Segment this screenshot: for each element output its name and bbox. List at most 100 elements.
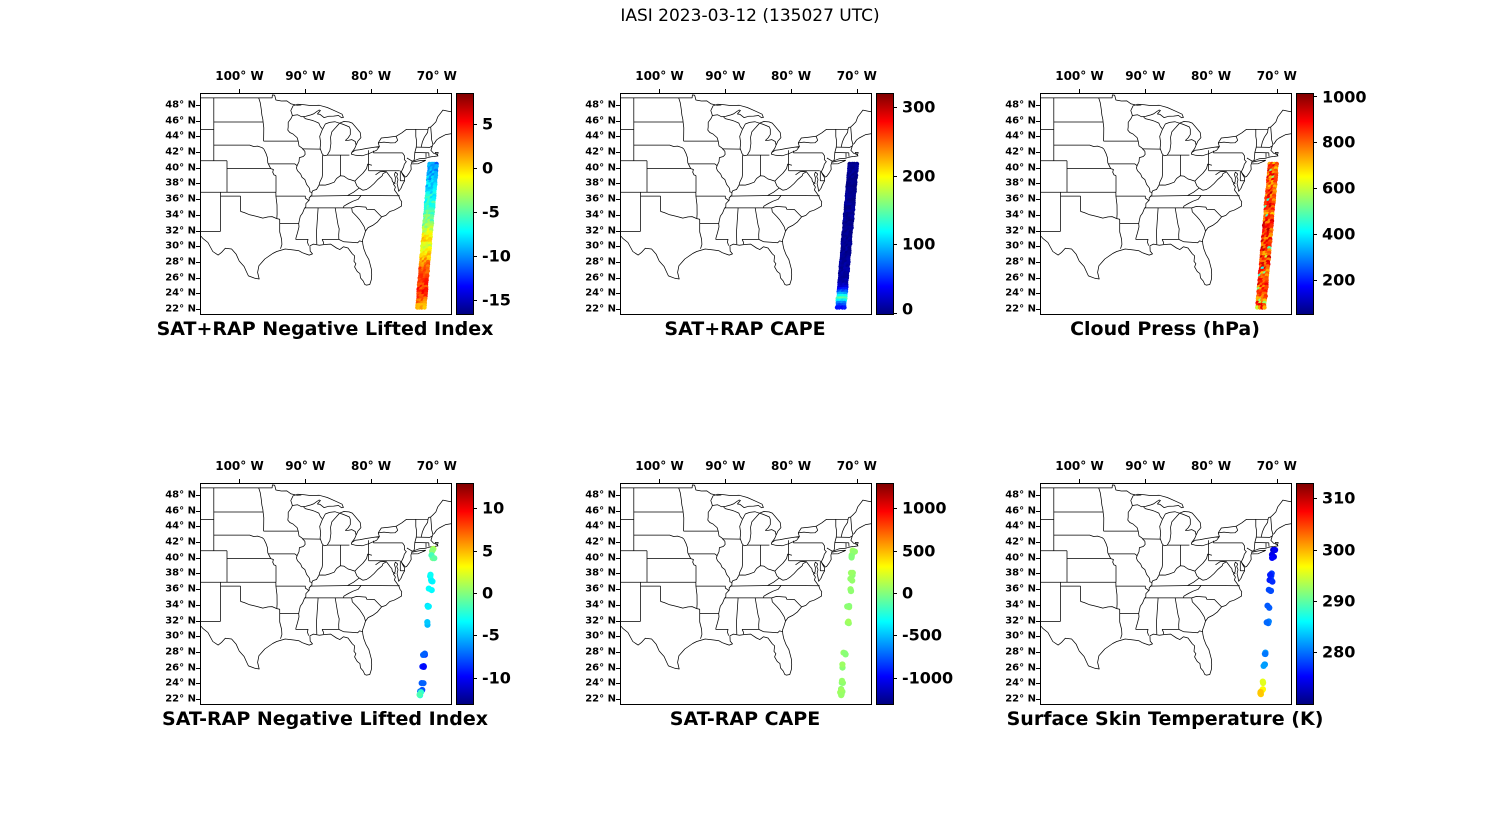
axis-tick (239, 479, 241, 483)
axis-tick (196, 636, 200, 638)
lat-tick-label: 42° N (585, 146, 616, 158)
map-canvas (620, 483, 872, 705)
axis-tick (616, 494, 620, 496)
axis-tick (1036, 277, 1040, 279)
colorbar-tick (473, 211, 477, 213)
colorbar-tick-label: 100 (902, 234, 936, 254)
lat-tick-label: 26° N (1005, 272, 1036, 284)
axis-tick (1036, 510, 1040, 512)
axis-tick (616, 230, 620, 232)
axis-tick (1036, 589, 1040, 591)
colorbar-tick (1313, 600, 1317, 602)
lat-tick-label: 32° N (585, 225, 616, 236)
colorbar-tick (1313, 498, 1317, 500)
axis-tick (1036, 214, 1040, 216)
lon-tick-label: 100° W (215, 459, 264, 473)
axis-tick (616, 104, 620, 106)
axis-tick (1211, 479, 1213, 483)
axis-tick (616, 526, 620, 528)
lat-tick-label: 46° N (1005, 505, 1036, 516)
lon-tick-label: 70° W (1256, 69, 1297, 83)
colorbar-tick-label: -1000 (902, 668, 954, 688)
axis-tick (196, 167, 200, 169)
lat-tick-label: 32° N (585, 615, 616, 626)
colorbar-tick (473, 677, 477, 679)
lat-tick-label: 26° N (585, 662, 616, 674)
data-swath (1255, 161, 1279, 310)
lat-tick-label: 28° N (585, 646, 616, 658)
lat-tick-label: 34° N (1005, 209, 1036, 221)
lat-tick-label: 46° N (165, 115, 196, 126)
lat-tick-label: 46° N (585, 505, 616, 516)
lat-tick-label: 22° N (585, 693, 616, 705)
lat-tick-label: 24° N (585, 677, 616, 689)
map-geometry (201, 94, 451, 286)
axis-tick (1036, 167, 1040, 169)
map-canvas (620, 93, 872, 315)
axis-tick (196, 183, 200, 185)
axis-tick (305, 479, 307, 483)
axis-tick (616, 151, 620, 153)
axis-tick (196, 683, 200, 685)
lat-tick-label: 26° N (1005, 662, 1036, 674)
axis-tick (196, 573, 200, 575)
lat-tick-label: 46° N (165, 505, 196, 516)
lat-tick-label: 36° N (1005, 193, 1036, 205)
colorbar-tick-label: -15 (482, 290, 511, 310)
lat-tick-label: 26° N (585, 272, 616, 284)
colorbar-tick (473, 299, 477, 301)
colorbar-tick (473, 167, 477, 169)
lat-tick-label: 38° N (1005, 567, 1036, 579)
lat-tick-label: 48° N (165, 489, 196, 501)
lon-tick-label: 90° W (705, 459, 746, 473)
axis-tick (659, 479, 661, 483)
lat-tick-label: 22° N (165, 693, 196, 705)
axis-tick (196, 557, 200, 559)
axis-tick (791, 89, 793, 93)
colorbar-tick-label: 300 (1322, 540, 1356, 559)
axis-tick (616, 667, 620, 669)
lat-tick-label: 40° N (585, 552, 616, 564)
lat-tick-label: 22° N (1005, 693, 1036, 705)
axis-tick (1036, 557, 1040, 559)
axis-tick (1145, 479, 1147, 483)
axis-tick (196, 699, 200, 701)
axis-tick (1036, 151, 1040, 153)
axis-tick (1036, 651, 1040, 653)
lat-tick-label: 38° N (1005, 177, 1036, 189)
lat-tick-label: 24° N (165, 677, 196, 689)
axis-tick (1036, 620, 1040, 622)
lat-tick-label: 38° N (165, 567, 196, 579)
axis-tick (616, 589, 620, 591)
lat-tick-label: 30° N (1005, 240, 1036, 252)
colorbar-gradient (1296, 93, 1314, 315)
lat-tick-label: 26° N (165, 662, 196, 674)
axis-tick (239, 89, 241, 93)
axis-tick (616, 557, 620, 559)
lon-tick-label: 100° W (1055, 459, 1104, 473)
lon-tick-label: 100° W (1055, 69, 1104, 83)
lat-tick-label: 24° N (585, 287, 616, 299)
lat-tick-label: 42° N (165, 146, 196, 158)
axis-tick (1036, 494, 1040, 496)
axis-tick (1036, 230, 1040, 232)
map-geometry (1041, 484, 1291, 676)
axis-tick (1036, 604, 1040, 606)
axis-tick (196, 604, 200, 606)
axis-tick (616, 620, 620, 622)
lat-tick-label: 28° N (165, 256, 196, 268)
axis-tick (196, 261, 200, 263)
lat-tick-label: 32° N (165, 615, 196, 626)
lat-tick-label: 26° N (165, 272, 196, 284)
axis-tick (616, 604, 620, 606)
lat-tick-label: 22° N (165, 303, 196, 315)
colorbar-tick-label: 1000 (1322, 87, 1367, 107)
lon-tick-label: 90° W (285, 459, 326, 473)
axis-tick (196, 136, 200, 138)
lat-tick-label: 38° N (165, 177, 196, 189)
colorbar-tick-label: 5 (482, 541, 494, 561)
data-swath (834, 161, 860, 310)
panel-title: Cloud Press (hPa) (1070, 318, 1260, 340)
lat-tick-label: 46° N (585, 115, 616, 126)
